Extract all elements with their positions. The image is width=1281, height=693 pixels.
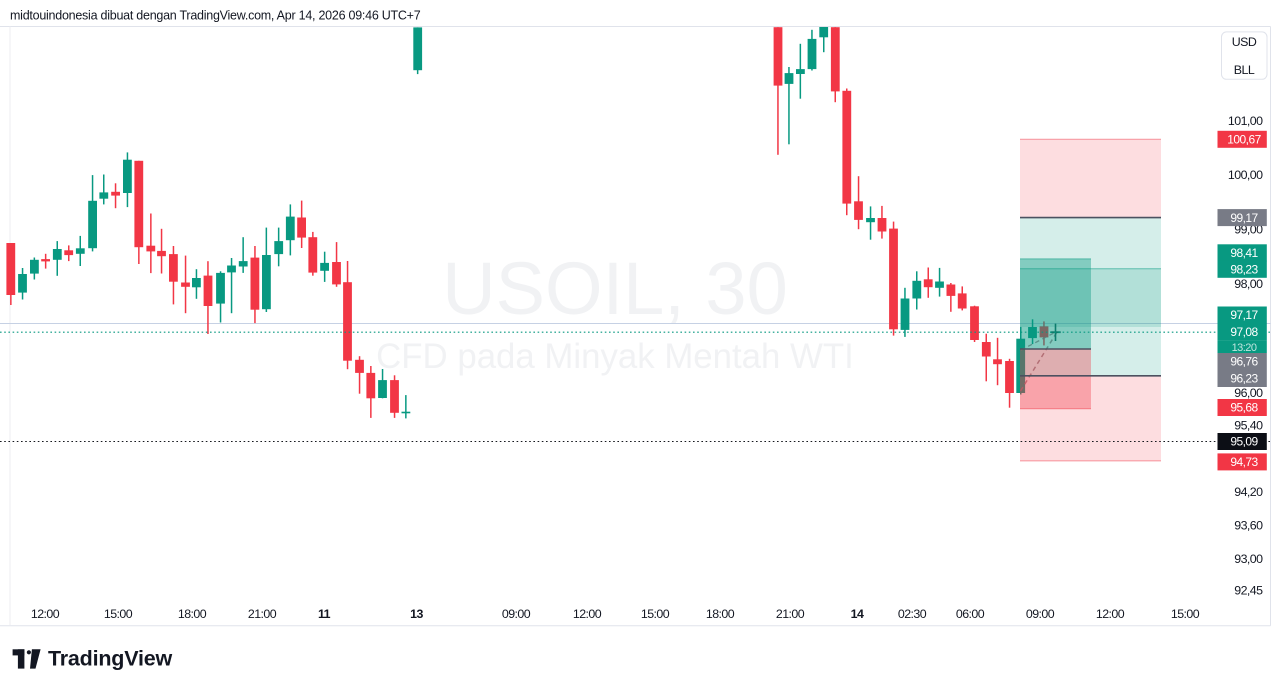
svg-text:18:00: 18:00 (178, 607, 207, 621)
svg-text:94,20: 94,20 (1234, 485, 1263, 499)
svg-text:97,17: 97,17 (1230, 308, 1258, 322)
svg-text:06:00: 06:00 (956, 607, 985, 621)
svg-text:99,17: 99,17 (1230, 211, 1258, 225)
svg-text:09:00: 09:00 (1026, 607, 1055, 621)
svg-text:14: 14 (851, 607, 864, 621)
svg-text:11: 11 (318, 607, 331, 621)
svg-text:100,00: 100,00 (1228, 168, 1263, 182)
svg-text:99,00: 99,00 (1234, 223, 1263, 237)
svg-text:12:00: 12:00 (31, 607, 60, 621)
svg-text:12:00: 12:00 (1096, 607, 1125, 621)
svg-text:21:00: 21:00 (776, 607, 805, 621)
svg-text:98,41: 98,41 (1230, 246, 1258, 260)
svg-text:98,00: 98,00 (1234, 277, 1263, 291)
svg-text:02:30: 02:30 (898, 607, 927, 621)
svg-text:18:00: 18:00 (706, 607, 735, 621)
svg-text:13: 13 (410, 607, 423, 621)
svg-text:96,00: 96,00 (1234, 386, 1263, 400)
svg-text:midtouindonesia dibuat dengan: midtouindonesia dibuat dengan TradingVie… (10, 9, 421, 23)
svg-text:CFD pada Minyak Mentah WTI: CFD pada Minyak Mentah WTI (376, 337, 854, 376)
svg-text:15:00: 15:00 (104, 607, 133, 621)
svg-text:95,40: 95,40 (1234, 418, 1263, 432)
svg-text:BLL: BLL (1234, 63, 1255, 77)
svg-text:13:20: 13:20 (1232, 342, 1257, 354)
svg-text:92,45: 92,45 (1234, 583, 1263, 597)
svg-text:15:00: 15:00 (1171, 607, 1200, 621)
svg-text:09:00: 09:00 (502, 607, 531, 621)
svg-text:96,76: 96,76 (1230, 355, 1258, 369)
svg-text:21:00: 21:00 (248, 607, 277, 621)
svg-text:95,68: 95,68 (1230, 401, 1258, 415)
svg-text:USOIL, 30: USOIL, 30 (442, 247, 788, 330)
svg-text:98,23: 98,23 (1230, 263, 1258, 277)
svg-text:93,60: 93,60 (1234, 518, 1263, 532)
svg-text:15:00: 15:00 (641, 607, 670, 621)
svg-text:97,08: 97,08 (1230, 325, 1258, 339)
svg-text:USD: USD (1232, 35, 1257, 49)
svg-text:101,00: 101,00 (1228, 114, 1263, 128)
svg-text:93,00: 93,00 (1234, 552, 1263, 566)
svg-text:94,73: 94,73 (1230, 455, 1258, 469)
svg-text:TradingView: TradingView (48, 647, 173, 671)
svg-text:95,09: 95,09 (1230, 435, 1258, 449)
svg-text:12:00: 12:00 (573, 607, 602, 621)
svg-text:96,23: 96,23 (1230, 372, 1258, 386)
svg-text:100,67: 100,67 (1227, 133, 1261, 147)
